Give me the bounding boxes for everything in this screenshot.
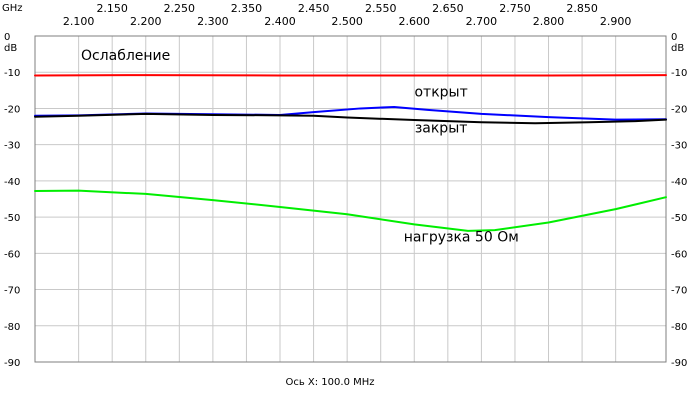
y-tick-label-right: -20 bbox=[671, 104, 687, 115]
annotation-label: открыт bbox=[414, 84, 467, 100]
y-tick-label-right: -70 bbox=[671, 286, 687, 297]
y-tick-labels-right: 0 -10 -20 -30 -40 -50 -60 -70 -80 -90 bbox=[671, 32, 687, 369]
y-tick-label-left: -80 bbox=[4, 322, 20, 333]
y-tick-label-left: -50 bbox=[4, 213, 20, 224]
series-layer bbox=[34, 74, 667, 232]
y-tick-label-right: 0 bbox=[671, 32, 677, 43]
x-tick-labels: 2.1002.1502.2002.2502.3002.3502.4002.450… bbox=[63, 2, 632, 28]
y-tick-label-right: -10 bbox=[671, 68, 687, 79]
x-tick-label: 2.800 bbox=[533, 15, 565, 28]
y-tick-label-left: -30 bbox=[4, 141, 20, 152]
y-unit-left-label: dB bbox=[4, 43, 17, 54]
x-tick-label: 2.300 bbox=[197, 15, 229, 28]
x-tick-label: 2.700 bbox=[466, 15, 498, 28]
x-tick-label: 2.750 bbox=[499, 2, 531, 15]
y-tick-labels-left: 0 -10 -20 -30 -40 -50 -60 -70 -80 -90 bbox=[4, 32, 20, 369]
x-unit-label: GHz bbox=[2, 3, 23, 14]
y-tick-label-left: -40 bbox=[4, 177, 20, 188]
x-tick-label: 2.500 bbox=[331, 15, 363, 28]
x-axis-caption: Ось X: 100.0 MHz bbox=[285, 377, 374, 388]
y-tick-label-right: -30 bbox=[671, 141, 687, 152]
y-tick-label-right: -40 bbox=[671, 177, 687, 188]
x-tick-label: 2.350 bbox=[231, 2, 263, 15]
x-tick-label: 2.250 bbox=[164, 2, 196, 15]
annotation-label: закрыт bbox=[415, 121, 468, 137]
y-tick-label-right: -60 bbox=[671, 249, 687, 260]
y-tick-label-left: -60 bbox=[4, 249, 20, 260]
x-tick-label: 2.550 bbox=[365, 2, 397, 15]
annotation-label: нагрузка 50 Ом bbox=[404, 229, 519, 245]
plot-frame bbox=[34, 35, 667, 363]
y-tick-label-left: -70 bbox=[4, 286, 20, 297]
x-tick-label: 2.150 bbox=[96, 2, 128, 15]
grid-vertical bbox=[78, 36, 617, 362]
y-tick-label-right: -80 bbox=[671, 322, 687, 333]
series-line-закрыт bbox=[34, 112, 667, 125]
y-unit-right-label: dB bbox=[671, 43, 684, 54]
y-tick-label-left: -90 bbox=[4, 358, 20, 369]
x-tick-label: 2.100 bbox=[63, 15, 95, 28]
x-tick-label: 2.400 bbox=[264, 15, 296, 28]
x-tick-label: 2.450 bbox=[298, 2, 330, 15]
x-tick-label: 2.200 bbox=[130, 15, 162, 28]
x-tick-label: 2.600 bbox=[399, 15, 431, 28]
y-tick-label-right: -50 bbox=[671, 213, 687, 224]
x-tick-label: 2.850 bbox=[566, 2, 598, 15]
y-tick-label-right: -90 bbox=[671, 358, 687, 369]
x-tick-label: 2.900 bbox=[600, 15, 632, 28]
y-tick-label-left: 0 bbox=[4, 32, 10, 43]
y-tick-label-left: -20 bbox=[4, 104, 20, 115]
annotation-layer: Ослабление открыт закрыт нагрузка 50 Ом bbox=[81, 48, 519, 245]
annotation-label: Ослабление bbox=[81, 48, 170, 64]
series-line-нагрузка-50-Ом bbox=[34, 189, 667, 232]
y-tick-label-left: -10 bbox=[4, 68, 20, 79]
plot-background bbox=[35, 36, 666, 362]
x-tick-label: 2.650 bbox=[432, 2, 464, 15]
